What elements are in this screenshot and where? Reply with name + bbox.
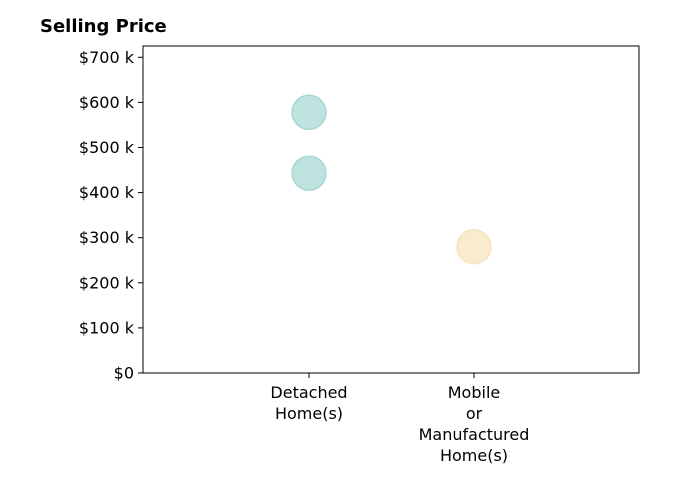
y-tick-label: $300 k xyxy=(79,228,135,247)
y-tick-label: $600 k xyxy=(79,93,135,112)
data-point xyxy=(456,228,492,265)
plot-area xyxy=(142,45,640,374)
y-tick-label: $700 k xyxy=(79,48,135,67)
y-tick-label: $100 k xyxy=(79,318,135,337)
y-tick-label: $200 k xyxy=(79,273,135,292)
y-tick-label: $0 xyxy=(114,364,134,383)
x-tick-label: Mobile or Manufactured Home(s) xyxy=(419,383,530,465)
data-points xyxy=(291,94,492,265)
y-axis: $0 $100 k $200 k $300 k $400 k $500 k $600 k $7… xyxy=(79,48,143,383)
y-tick-label: $500 k xyxy=(79,138,135,157)
data-point xyxy=(291,94,327,131)
chart-title: Selling Price xyxy=(40,16,167,37)
data-point xyxy=(291,155,327,191)
x-axis: Detached Home(s) Mobile or Manufactured Home(… xyxy=(270,373,529,465)
y-tick-label: $400 k xyxy=(79,183,135,202)
x-tick-label: Detached Home(s) xyxy=(270,383,347,423)
